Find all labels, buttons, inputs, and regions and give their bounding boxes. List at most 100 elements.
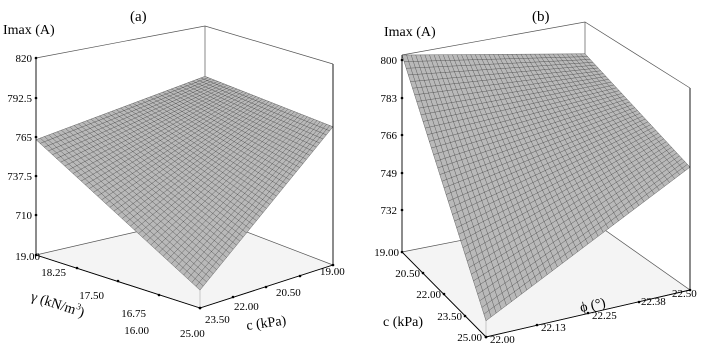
surface-grid-line xyxy=(138,107,286,234)
surface-grid-line xyxy=(154,95,294,176)
surface-grid-line xyxy=(187,122,324,279)
x-tick-label: 22.00 xyxy=(234,301,259,313)
z-tick-dot xyxy=(34,135,38,139)
z-tick-label: 800 xyxy=(381,55,398,67)
surface-patch xyxy=(36,76,333,291)
y-tick-label: 16.00 xyxy=(124,325,149,337)
x-tick-dot xyxy=(637,300,641,304)
y-tick-dot xyxy=(400,250,404,254)
surface-grid-line xyxy=(473,150,675,282)
panel-b-surface xyxy=(401,53,691,321)
surface-grid-line xyxy=(204,76,334,127)
surface-grid-line xyxy=(566,53,670,183)
y-tick-label: 22.00 xyxy=(416,289,441,301)
surface-grid-line xyxy=(511,54,609,229)
surface-grid-line xyxy=(443,110,638,189)
x-tick-dot xyxy=(198,306,202,310)
z-tick-label: 766 xyxy=(381,130,398,142)
x-tick-label: 25.00 xyxy=(180,328,205,340)
surface-grid-line xyxy=(188,82,320,144)
surface-grid-line xyxy=(483,164,688,315)
surface-grid-line xyxy=(171,117,311,264)
z-tick-label: 749 xyxy=(381,168,398,180)
surface-grid-line xyxy=(467,141,667,262)
y-tick-label: 19.00 xyxy=(374,247,399,259)
surface-grid-line xyxy=(179,120,318,272)
surface-grid-line xyxy=(452,121,649,215)
z-tick-label: 732 xyxy=(381,205,398,217)
surface-grid-line xyxy=(543,53,645,202)
surface-grid-line xyxy=(117,101,270,216)
y-tick-dot xyxy=(157,293,161,297)
y-tick-label: 18.25 xyxy=(41,267,66,279)
surface-grid-line xyxy=(200,77,330,131)
panel-a-z-label: Imax (A) xyxy=(3,23,55,38)
surface-grid-line xyxy=(448,115,643,202)
surface-grid-line xyxy=(158,93,297,172)
surface-grid-line xyxy=(575,53,680,175)
y-tick-dot xyxy=(463,314,467,318)
surface-grid-line xyxy=(497,54,594,241)
x-tick-label: 22.38 xyxy=(641,296,666,308)
surface-grid-line xyxy=(199,126,334,291)
surface-grid-line xyxy=(141,99,284,189)
y-tick-label: 20.50 xyxy=(395,268,420,280)
surface-grid-line xyxy=(534,54,635,210)
surface-grid-line xyxy=(525,54,624,218)
surface-grid-line xyxy=(121,102,273,219)
x-tick-label: 22.50 xyxy=(672,288,697,300)
z-tick-dot xyxy=(400,58,404,62)
z-tick-dot xyxy=(400,208,404,212)
surface-grid-line xyxy=(502,54,599,237)
x-tick-dot xyxy=(535,323,539,327)
surface-grid-line xyxy=(469,144,670,268)
surface-grid-line xyxy=(179,85,314,152)
z-tick-dot xyxy=(34,96,38,100)
surface-grid-line xyxy=(191,124,327,283)
x-tick-dot xyxy=(586,311,590,315)
panel-b-y-ticks: 19.00 20.50 22.00 23.50 25.00 xyxy=(374,247,488,344)
surface-grid-line xyxy=(529,54,629,214)
z-tick-label: 783 xyxy=(381,93,398,105)
y-tick-dot xyxy=(34,253,38,257)
surface-grid-line xyxy=(183,121,321,276)
surface-grid-line xyxy=(133,103,277,197)
surface-grid-line xyxy=(464,138,664,255)
surface-grid-line xyxy=(507,54,604,233)
surface-grid-line xyxy=(458,130,656,235)
surface-grid-line xyxy=(571,53,675,179)
surface-grid-line xyxy=(561,53,665,187)
panel-b-x-label: ϕ (°) xyxy=(579,296,608,316)
panel-a-z-ticks: 820 792.5 765 737.5 710 xyxy=(7,53,38,222)
surface-grid-line xyxy=(124,106,270,205)
x-tick-label: 22.13 xyxy=(541,322,566,334)
surface-grid-line xyxy=(162,91,300,168)
surface-grid-line xyxy=(580,53,686,172)
panel-a-back-wall-top xyxy=(35,25,334,65)
surface-grid-line xyxy=(584,53,691,168)
z-tick-dot xyxy=(34,56,38,60)
surface-grid-line xyxy=(128,104,274,201)
surface-grid-line xyxy=(446,113,641,195)
x-tick-dot xyxy=(231,295,235,299)
surface-grid-line xyxy=(516,54,614,225)
surface-grid-line xyxy=(462,135,662,248)
y-tick-label: 17.50 xyxy=(79,290,104,302)
surface-grid-line xyxy=(158,114,302,253)
surface-grid-line xyxy=(142,108,289,238)
surface-grid-line xyxy=(460,132,659,242)
surface-grid-line xyxy=(167,116,308,261)
panel-a-surface xyxy=(35,76,334,291)
surface-grid-line xyxy=(196,79,327,136)
z-tick-dot xyxy=(400,133,404,137)
surface-grid-line xyxy=(475,152,677,288)
surface-grid-line xyxy=(126,103,276,223)
surface-grid-line xyxy=(456,127,654,228)
z-tick-label: 710 xyxy=(16,210,33,222)
y-tick-label: 23.50 xyxy=(437,311,462,323)
panel-b-back-wall-top xyxy=(401,21,691,89)
panel-a-y-ticks: 19.00 18.25 17.50 16.75 16.00 xyxy=(15,251,202,337)
z-tick-dot xyxy=(400,171,404,175)
surface-grid-line xyxy=(477,155,680,295)
